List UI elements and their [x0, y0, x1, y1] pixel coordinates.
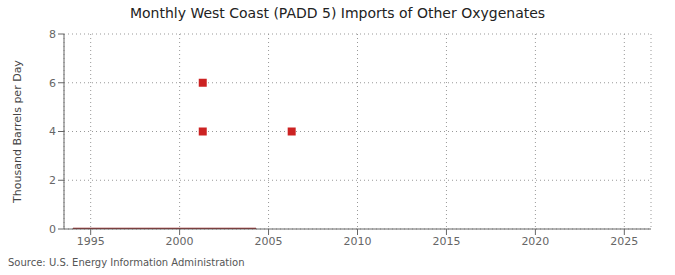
- svg-text:2000: 2000: [166, 235, 194, 248]
- svg-text:2: 2: [49, 174, 56, 187]
- html-text:Monthly West Coast (PADD 5) Im: Monthly West Coast (PADD 5) Imports of O…: [129, 5, 546, 21]
- html-text:Source: U.S. Energy Informatio: Source: U.S. Energy Information Administ…: [8, 257, 245, 268]
- svg-text:1995: 1995: [77, 235, 105, 248]
- svg-text:2025: 2025: [610, 235, 638, 248]
- svg-text:4: 4: [49, 125, 56, 138]
- svg-text:2005: 2005: [255, 235, 283, 248]
- svg-text:2015: 2015: [432, 235, 460, 248]
- svg-text:8: 8: [49, 28, 56, 41]
- svg-text:6: 6: [49, 77, 56, 90]
- svg-text:2010: 2010: [344, 235, 372, 248]
- svg-text:2020: 2020: [521, 235, 549, 248]
- svg-text:Thousand Barrels per Day: Thousand Barrels per Day: [11, 60, 24, 204]
- svg-text:0: 0: [49, 223, 56, 236]
